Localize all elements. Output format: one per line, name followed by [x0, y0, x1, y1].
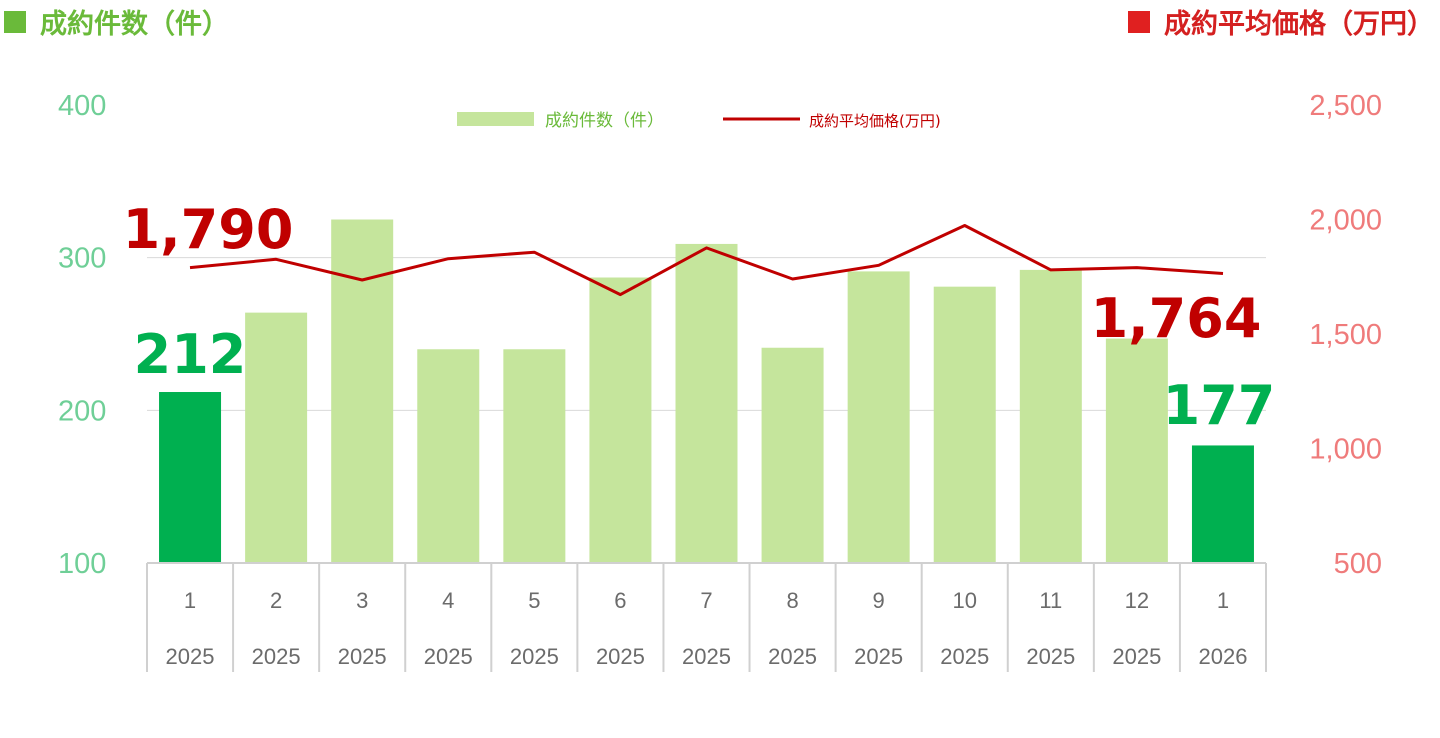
x-month-label: 11 — [1039, 588, 1062, 613]
right-axis-ticks: 500 1,000 1,500 2,000 2,500 — [1309, 90, 1382, 580]
bar — [1191, 445, 1254, 563]
x-year-label: 2025 — [1026, 644, 1075, 669]
x-month-label: 1 — [1217, 588, 1229, 613]
x-year-label: 2025 — [338, 644, 387, 669]
x-month-label: 9 — [873, 588, 885, 613]
bar — [245, 312, 308, 563]
x-year-label: 2025 — [854, 644, 903, 669]
bar — [503, 349, 566, 563]
bar-series — [159, 219, 1254, 563]
x-year-label: 2025 — [166, 644, 215, 669]
x-year-label: 2025 — [940, 644, 989, 669]
legend-line-label: 成約平均価格(万円) — [809, 112, 941, 130]
x-month-label: 6 — [614, 588, 626, 613]
x-axis: 1 2025 2 2025 3 2025 4 2025 5 2025 6 2025 7 2025 8 2025… — [146, 562, 1267, 672]
legend-bar-swatch — [457, 112, 534, 126]
x-year-label: 2025 — [510, 644, 559, 669]
x-year-label: 2025 — [252, 644, 301, 669]
x-month-label: 2 — [270, 588, 282, 613]
x-month-label: 3 — [356, 588, 368, 613]
price-line — [189, 224, 1224, 297]
bar — [417, 349, 480, 563]
x-month-label: 12 — [1125, 588, 1149, 613]
right-tick-label: 2,000 — [1309, 205, 1382, 237]
x-year-label: 2025 — [1112, 644, 1161, 669]
bar — [847, 271, 910, 563]
green-square-icon — [4, 10, 26, 33]
left-axis-title-text: 成約件数（件） — [40, 9, 229, 40]
red-square-icon — [1128, 10, 1150, 33]
price-first-label: 1,790 — [123, 198, 294, 261]
x-month-label: 5 — [528, 588, 540, 613]
right-tick-label: 2,500 — [1309, 90, 1382, 122]
annotations: 1,790 1,764 212 177 — [123, 198, 1276, 437]
left-tick-label: 400 — [58, 90, 106, 122]
x-year-label: 2025 — [596, 644, 645, 669]
x-year-label: 2026 — [1198, 644, 1247, 669]
bar — [159, 392, 222, 563]
left-tick-label: 100 — [58, 548, 106, 580]
count-first-label: 212 — [134, 323, 247, 386]
legend: 成約件数（件） 成約平均価格(万円) — [457, 111, 941, 131]
count-last-label: 177 — [1163, 374, 1276, 437]
bar — [1019, 269, 1082, 563]
x-month-label: 8 — [786, 588, 798, 613]
right-axis-title-text: 成約平均価格（万円） — [1164, 9, 1434, 40]
line-series — [189, 224, 1224, 297]
x-month-label: 7 — [700, 588, 712, 613]
right-tick-label: 1,500 — [1309, 319, 1382, 351]
bar — [761, 347, 824, 563]
x-month-label: 4 — [442, 588, 454, 613]
price-last-label: 1,764 — [1091, 287, 1262, 350]
legend-bar-label: 成約件数（件） — [545, 111, 664, 131]
bar — [1105, 338, 1168, 563]
left-tick-label: 300 — [58, 243, 106, 275]
right-tick-label: 500 — [1334, 548, 1382, 580]
x-month-label: 10 — [952, 588, 976, 613]
bar — [589, 277, 652, 563]
right-tick-label: 1,000 — [1309, 434, 1382, 466]
left-tick-label: 200 — [58, 395, 106, 427]
bar — [675, 243, 738, 563]
bar — [331, 219, 394, 563]
x-month-label: 1 — [184, 588, 196, 613]
bar — [933, 286, 996, 563]
left-axis-title: 成約件数（件） — [4, 2, 229, 41]
x-year-label: 2025 — [682, 644, 731, 669]
x-year-label: 2025 — [768, 644, 817, 669]
x-year-label: 2025 — [424, 644, 473, 669]
left-axis-ticks: 100 200 300 400 — [58, 90, 106, 580]
right-axis-title: 成約平均価格（万円） — [1128, 2, 1434, 41]
